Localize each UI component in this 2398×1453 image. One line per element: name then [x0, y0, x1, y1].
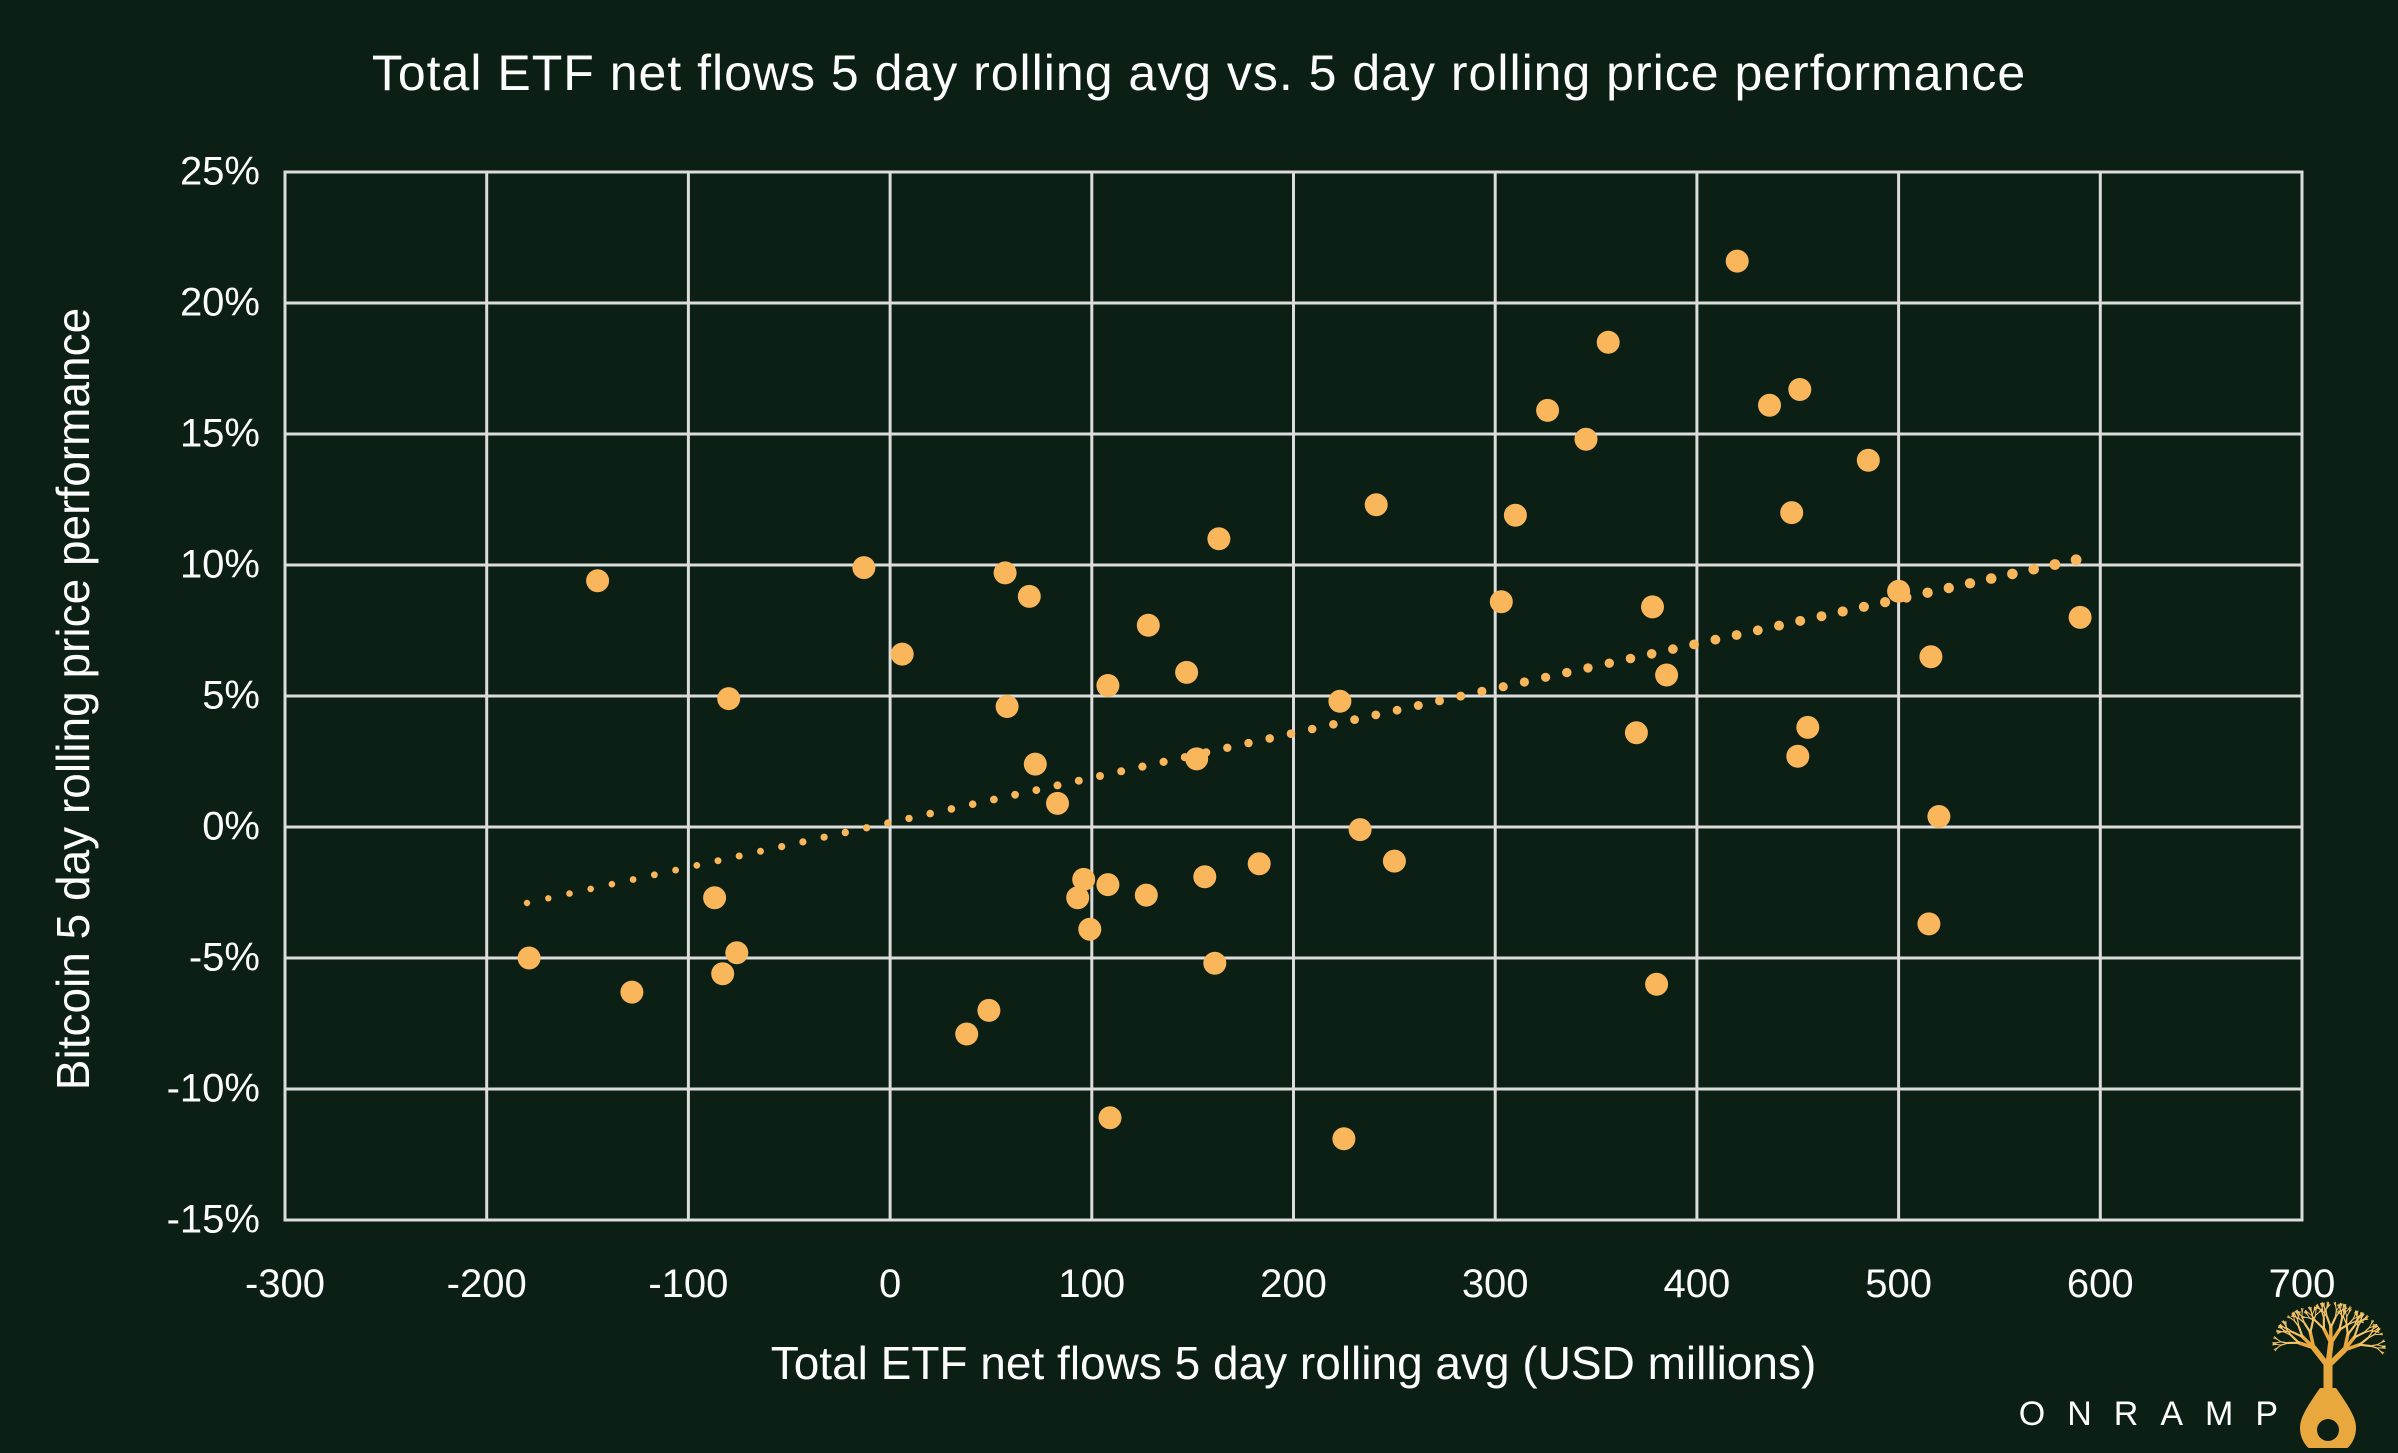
y-tick-label: 15%	[100, 412, 260, 457]
trendline-dotted	[524, 554, 2082, 906]
data-point	[1248, 852, 1271, 875]
data-point	[1927, 805, 1950, 828]
data-point	[1135, 884, 1158, 907]
data-point	[1575, 428, 1598, 451]
data-point	[1919, 645, 1942, 668]
x-tick-label: 300	[1395, 1262, 1595, 1307]
x-tick-label: 100	[992, 1262, 1192, 1307]
data-point	[1726, 250, 1749, 273]
data-point	[1046, 792, 1069, 815]
data-point	[891, 643, 914, 666]
data-point	[1332, 1127, 1355, 1150]
data-point	[703, 886, 726, 909]
x-tick-label: -100	[588, 1262, 788, 1307]
onramp-logo: ONRAMP	[1930, 1268, 2390, 1448]
data-point	[994, 561, 1017, 584]
data-point	[1857, 449, 1880, 472]
data-point	[586, 569, 609, 592]
data-point	[1137, 614, 1160, 637]
data-point	[1796, 716, 1819, 739]
data-point	[1099, 1106, 1122, 1129]
x-tick-label: 200	[1194, 1262, 1394, 1307]
x-tick-label: 0	[790, 1262, 990, 1307]
data-point	[1193, 865, 1216, 888]
x-tick-label: -300	[185, 1262, 385, 1307]
data-point	[1758, 394, 1781, 417]
data-point	[1185, 747, 1208, 770]
data-point	[1328, 690, 1351, 713]
data-point	[1365, 493, 1388, 516]
data-point	[1645, 973, 1668, 996]
data-point	[977, 999, 1000, 1022]
y-tick-label: -5%	[100, 936, 260, 981]
y-tick-label: -10%	[100, 1067, 260, 1112]
data-point	[1066, 886, 1089, 909]
data-point	[725, 941, 748, 964]
y-tick-label: 10%	[100, 543, 260, 588]
data-point	[1788, 378, 1811, 401]
data-point	[1024, 753, 1047, 776]
data-point	[518, 947, 541, 970]
x-tick-label: 400	[1597, 1262, 1797, 1307]
data-point	[1383, 850, 1406, 873]
data-point	[996, 695, 1019, 718]
data-point	[1096, 873, 1119, 896]
data-point	[1597, 331, 1620, 354]
data-point	[1490, 590, 1513, 613]
data-point	[1203, 952, 1226, 975]
data-point	[1536, 399, 1559, 422]
scatter-points	[518, 250, 2092, 1151]
data-point	[852, 556, 875, 579]
data-point	[1917, 912, 1940, 935]
y-tick-label: 0%	[100, 805, 260, 850]
data-point	[620, 981, 643, 1004]
data-point	[1786, 745, 1809, 768]
data-point	[1175, 661, 1198, 684]
data-point	[1655, 664, 1678, 687]
data-point	[1207, 527, 1230, 550]
y-tick-label: 25%	[100, 150, 260, 195]
data-point	[1078, 918, 1101, 941]
y-tick-label: 20%	[100, 281, 260, 326]
data-point	[955, 1023, 978, 1046]
gridlines	[285, 172, 2302, 1220]
data-point	[1780, 501, 1803, 524]
data-point	[1887, 580, 1910, 603]
data-point	[1625, 721, 1648, 744]
data-point	[1018, 585, 1041, 608]
data-point	[1096, 674, 1119, 697]
y-tick-label: -15%	[100, 1198, 260, 1243]
data-point	[717, 687, 740, 710]
data-point	[1504, 504, 1527, 527]
data-point	[1641, 595, 1664, 618]
x-tick-label: -200	[387, 1262, 587, 1307]
onramp-logo-text: ONRAMP	[2019, 1395, 2300, 1434]
data-point	[711, 962, 734, 985]
y-tick-label: 5%	[100, 674, 260, 719]
data-point	[1349, 818, 1372, 841]
data-point	[2069, 606, 2092, 629]
